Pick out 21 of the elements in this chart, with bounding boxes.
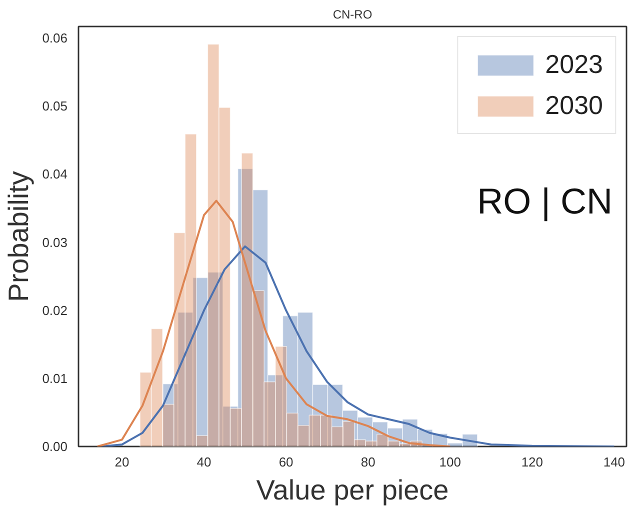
line-series [100, 245, 616, 446]
x-tick-label: 40 [196, 454, 212, 470]
x-tick-label: 60 [278, 454, 294, 470]
x-tick-label: 140 [603, 454, 626, 470]
annotation: RO | CN [477, 180, 613, 222]
x-tick-label: 80 [360, 454, 376, 470]
y-tick-label: 0.05 [42, 98, 68, 114]
y-tick-label: 0.02 [42, 302, 68, 318]
x-tick-label: 20 [114, 454, 130, 470]
y-axis-title: Probability [3, 171, 34, 302]
chart-title: CN-RO [332, 8, 372, 22]
y-tick-label: 0.00 [42, 439, 68, 454]
legend-label: 2030 [545, 90, 603, 121]
y-tick-label: 0.04 [42, 166, 68, 182]
x-tick-label: 120 [521, 454, 544, 470]
y-tick-label: 0.06 [42, 30, 68, 46]
x-axis-title: Value per piece [256, 474, 449, 506]
x-tick-label: 100 [439, 454, 461, 470]
y-tick-label: 0.03 [42, 234, 68, 250]
legend-label: 2023 [545, 49, 603, 80]
y-tick-label: 0.01 [42, 370, 68, 386]
